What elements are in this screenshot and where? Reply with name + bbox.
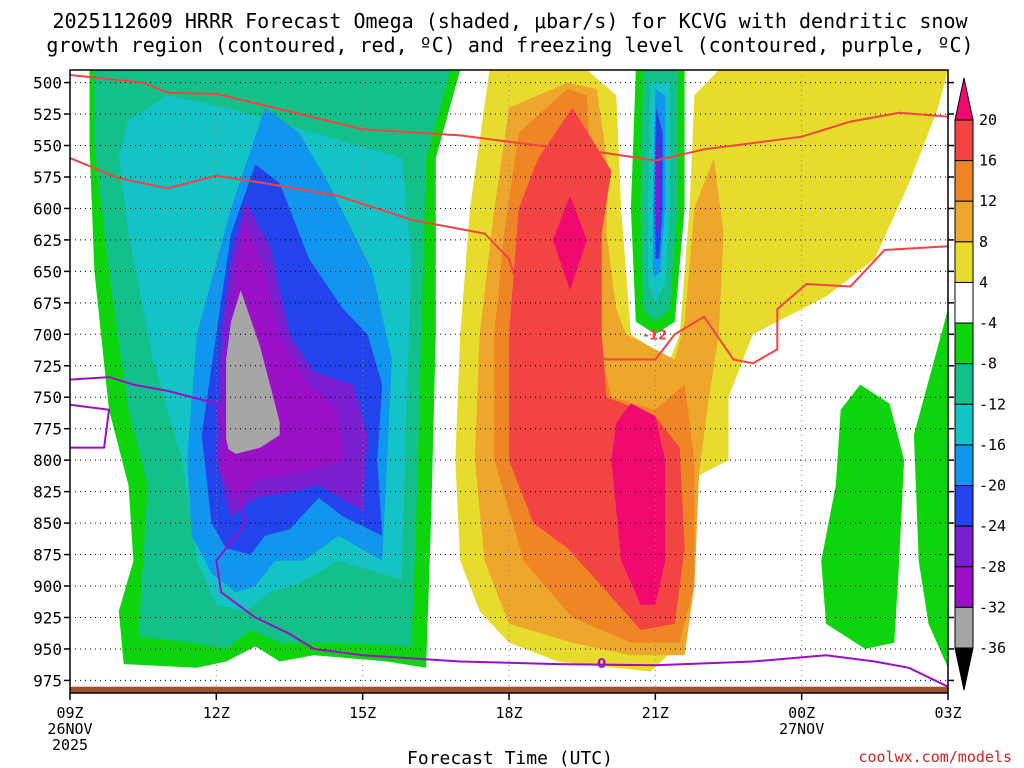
chart-title-line1: 2025112609 HRRR Forecast Omega (shaded, …	[52, 9, 968, 33]
colorbar-swatch	[954, 119, 974, 162]
contour-label: -12	[644, 328, 668, 343]
x-tick-label: 21Z	[642, 704, 669, 722]
omega-fill-omega_20_b	[611, 403, 666, 605]
omega-fill-layer	[70, 70, 948, 693]
colorbar-label: 12	[979, 192, 997, 210]
y-tick-label: 550	[33, 137, 62, 156]
y-tick-label: 900	[33, 577, 62, 596]
y-tick-label: 950	[33, 640, 62, 659]
colorbar-swatch	[954, 403, 974, 446]
colorbar-label: 8	[979, 233, 988, 251]
y-tick-label: 825	[33, 483, 62, 502]
x-tick-label: 03Z	[934, 704, 961, 722]
colorbar-swatch	[954, 485, 974, 527]
x-tick-label: 12Z	[203, 704, 230, 722]
colorbar-label: -8	[979, 355, 997, 373]
omega-fill-omega_-8_east_edge	[913, 309, 948, 668]
omega-fill-omega_20_a	[552, 195, 587, 291]
colorbar-label: 4	[979, 273, 988, 291]
y-tick-label: 775	[33, 420, 62, 439]
colorbar-swatch	[954, 444, 974, 487]
colorbar-label: -28	[979, 558, 1006, 576]
colorbar-label: -36	[979, 639, 1006, 657]
y-tick-label: 600	[33, 199, 62, 218]
y-tick-label: 525	[33, 105, 62, 124]
omega-fill-omega_-8_east	[821, 384, 905, 649]
colorbar-swatch	[954, 241, 974, 283]
colorbar-label: -12	[979, 395, 1006, 413]
pressure-axis: 500 525 550 575 600 625 650 675 700 725 750 775 800 8…	[33, 74, 954, 690]
y-tick-label: 625	[33, 231, 62, 250]
colorbar-bottom-arrow	[954, 647, 974, 691]
contour-line-layer: -12 0	[69, 74, 949, 688]
x-tick-label: 15Z	[349, 704, 376, 722]
y-tick-label: 575	[33, 168, 62, 187]
colorbar-swatch	[954, 200, 974, 243]
colorbar-label: -32	[979, 598, 1006, 616]
colorbar-swatch	[954, 363, 974, 405]
colorbar-swatch	[954, 525, 974, 568]
terrain-band	[70, 686, 948, 693]
y-tick-label: 875	[33, 546, 62, 565]
contour-dgz_-18_contour	[69, 74, 949, 162]
x-tick-label: 00Z	[788, 704, 815, 722]
colorbar-swatch	[954, 160, 974, 202]
y-tick-label: 675	[33, 294, 62, 313]
contour-dgz_-12_contour	[69, 157, 949, 365]
y-tick-label: 750	[33, 388, 62, 407]
x-tick-year: 2025	[52, 736, 88, 754]
omega-fill-omega_-28_upper	[655, 132, 661, 234]
colorbar-label: 16	[979, 152, 997, 170]
colorbar-swatch	[954, 566, 974, 608]
y-tick-label: 800	[33, 451, 62, 470]
colorbar-label: -16	[979, 436, 1006, 454]
y-tick-label: 500	[33, 74, 62, 93]
x-tick-label: 09Z	[56, 704, 83, 722]
y-tick-label: 975	[33, 671, 62, 690]
colorbar-swatch	[954, 606, 974, 649]
colorbar-label: -4	[979, 314, 997, 332]
omega-colorbar: 20 16 12 8 4 -4 -8 -12 -16 -20 -24 -28 -32 -36	[954, 77, 1006, 691]
y-tick-label: 850	[33, 514, 62, 533]
contour-freezing_level_0_contour	[69, 376, 949, 688]
y-tick-label: 725	[33, 357, 62, 376]
x-tick-label: 18Z	[495, 704, 522, 722]
y-tick-label: 650	[33, 262, 62, 281]
x-tick-date: 26NOV	[47, 720, 92, 738]
y-tick-label: 925	[33, 608, 62, 627]
credit-text: coolwx.com/models	[858, 748, 1012, 766]
colorbar-label: -24	[979, 517, 1006, 535]
omega-fill-omega_-36	[226, 290, 280, 454]
colorbar-swatch	[954, 281, 974, 324]
colorbar-label: -20	[979, 477, 1006, 495]
y-tick-label: 700	[33, 325, 62, 344]
contour-freezing_level_west	[69, 403, 111, 449]
chart-title-line2: growth region (contoured, red, ºC) and f…	[46, 33, 973, 57]
colorbar-label: 20	[979, 111, 997, 129]
x-tick-date: 27NOV	[779, 720, 824, 738]
contour-label: 0	[597, 657, 606, 672]
x-axis-label: Forecast Time (UTC)	[407, 748, 613, 768]
colorbar-swatch	[954, 322, 974, 365]
colorbar-top-arrow	[954, 77, 974, 121]
